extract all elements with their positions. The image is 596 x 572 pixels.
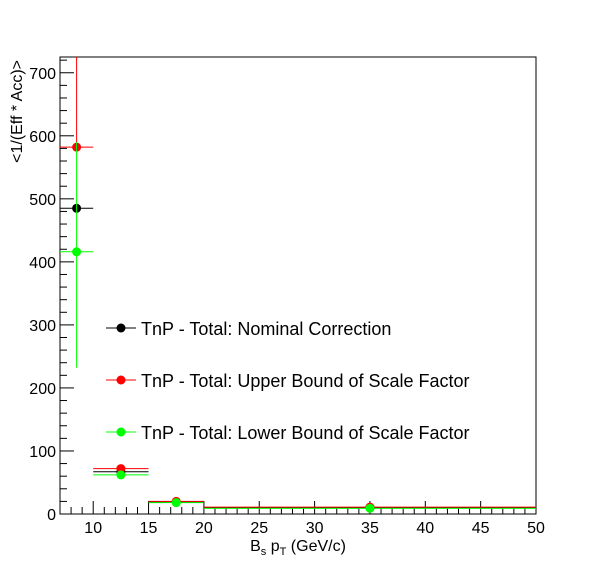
x-tick-label: 35	[361, 520, 379, 537]
x-axis-label-tail: (GeV/c)	[286, 538, 346, 555]
x-axis-label-main: B	[250, 538, 261, 555]
x-tick-label: 30	[306, 520, 324, 537]
data-point	[116, 464, 126, 474]
x-axis-label-mid: p	[266, 538, 279, 555]
data-point	[116, 470, 126, 480]
x-tick-label: 45	[472, 520, 490, 537]
legend-label: TnP - Total: Nominal Correction	[141, 319, 391, 339]
y-tick-label: 400	[29, 255, 56, 272]
series-2	[60, 142, 536, 513]
x-tick-label: 40	[416, 520, 434, 537]
y-tick-label: 0	[47, 507, 56, 524]
y-axis-ticks: 0 100 200 300 400 500 600 700	[29, 59, 74, 524]
y-tick-label: 700	[29, 66, 56, 83]
data-point	[171, 498, 181, 508]
y-tick-label: 300	[29, 318, 56, 335]
x-tick-label: 25	[250, 520, 268, 537]
x-axis-label: Bs pT (GeV/c)	[250, 538, 346, 558]
series-1	[60, 57, 536, 512]
x-axis-label-sub1: s	[261, 546, 267, 558]
series-0	[60, 203, 536, 513]
series-layer	[60, 57, 536, 513]
y-tick-label: 600	[29, 129, 56, 146]
y-axis-label: <1/(Eff * Acc)>	[9, 60, 26, 163]
plot-frame	[59, 56, 537, 515]
x-tick-label: 15	[140, 520, 158, 537]
x-axis-label-sub2: T	[280, 546, 287, 558]
x-tick-label: 50	[527, 520, 545, 537]
x-tick-label: 20	[195, 520, 213, 537]
legend-marker	[116, 375, 126, 385]
legend-label: TnP - Total: Lower Bound of Scale Factor	[141, 423, 470, 443]
data-point	[72, 247, 82, 257]
y-tick-label: 100	[29, 444, 56, 461]
x-axis-ticks: 10 15 20 25 30 35 40 45 50	[59, 501, 545, 537]
legend-marker	[116, 323, 126, 333]
data-point	[365, 503, 375, 513]
legend-marker	[116, 427, 126, 437]
y-tick-label: 200	[29, 381, 56, 398]
y-tick-label: 500	[29, 192, 56, 209]
x-tick-label: 10	[84, 520, 102, 537]
legend-label: TnP - Total: Upper Bound of Scale Factor	[141, 371, 470, 391]
legend: TnP - Total: Nominal Correction TnP - Tot…	[106, 319, 470, 443]
